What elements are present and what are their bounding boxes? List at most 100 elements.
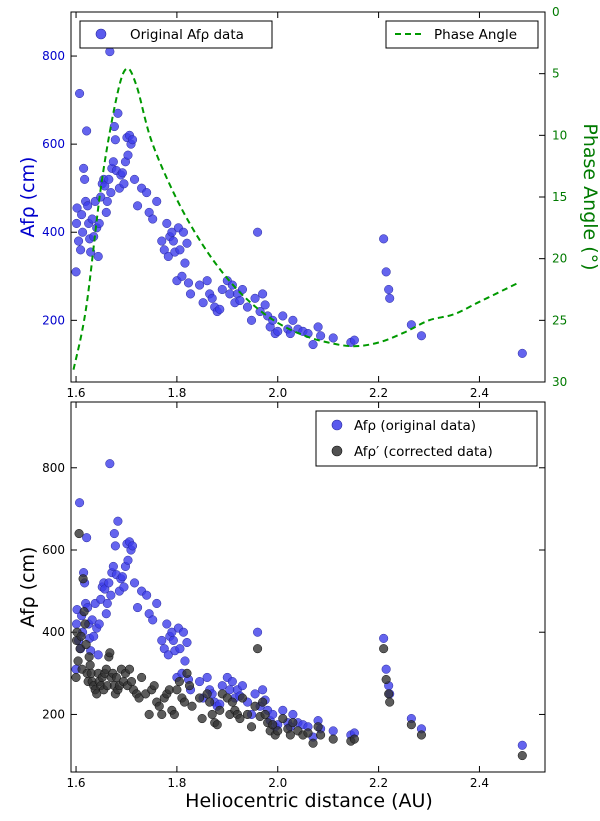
afrho-original-point [108,157,118,167]
afrho-corrected-point [207,709,217,719]
afrho-original-point [202,672,212,682]
afrho-corrected-point [384,689,394,699]
bottom-x-tick-label: 2.0 [268,776,287,790]
bottom-y-axis-label: Afρ (cm) [17,547,39,628]
afrho-original-point [123,150,133,160]
afrho-original-point [78,227,88,237]
afrho-corrected-point [78,574,88,584]
top-y-tick-label: 800 [42,49,65,63]
afrho-original-point [168,635,178,645]
afrho-corrected-point [406,720,416,730]
afrho-original-point [250,293,260,303]
afrho-original-point [82,126,92,136]
afrho-corrected-point [316,730,326,740]
afrho-original-point [381,267,391,277]
afrho-original-point [80,174,90,184]
afrho-corrected-point [149,681,159,691]
afrho-original-point [133,201,143,211]
afrho-original-point [75,88,85,99]
top-y2-ticks: 0 5 10 15 20 25 30 [539,5,567,389]
afrho-original-point [83,201,93,211]
afrho-original-point [71,267,81,277]
afrho-original-point [253,227,263,237]
bottom-y-ticks: 200 400 600 800 [42,461,545,721]
afrho-original-point [385,293,395,303]
afrho-original-point [258,289,268,299]
afrho-original-point [96,594,106,604]
top-x-tick-label: 2.2 [369,386,388,400]
afrho-original-point [109,121,119,132]
afrho-original-point [76,245,86,255]
afrho-corrected-point [105,648,115,658]
afrho-original-point [379,234,389,244]
bottom-x-tick-label: 2.4 [470,776,489,790]
afrho-original-point [215,304,225,314]
afrho-corrected-point [182,668,192,678]
top-x-tick-label: 1.6 [66,386,85,400]
afrho-original-point [127,541,138,551]
afrho-corrected-point [260,709,270,719]
afrho-corrected-point [285,730,295,740]
afrho-original-point [79,163,89,173]
legend-label-original: Original Afρ data [130,27,244,43]
top-y2-tick-label: 0 [552,5,560,19]
afrho-original-point [217,681,227,691]
afrho-original-point [113,108,123,118]
afrho-original-point [87,615,97,625]
top-y-ticks: 200 400 600 800 [42,49,77,327]
top-y2-tick-label: 10 [552,128,567,142]
top-left-legend: Original Afρ data [79,20,273,49]
afrho-original-point [74,236,84,246]
afrho-original-point [416,331,427,341]
bottom-scatter-points [71,459,527,761]
afrho-original-point [260,300,270,310]
top-left-legend-box [79,20,273,49]
afrho-original-point [119,582,129,592]
afrho-original-point [253,627,263,637]
afrho-original-point [288,315,298,325]
top-right-legend-box [385,20,539,49]
afrho-original-point [110,135,120,145]
afrho-corrected-point [184,681,195,691]
afrho-original-point [180,258,190,268]
afrho-corrected-point [71,672,81,682]
afrho-original-point [202,276,212,286]
afrho-corrected-point [237,693,247,703]
afrho-corrected-point [101,664,111,674]
afrho-original-point [178,627,188,637]
afrho-original-point [167,227,177,237]
afrho-original-point [313,322,323,332]
afrho-corrected-point [144,709,154,719]
afrho-original-point [250,689,260,699]
phase-angle-curve-layer [72,67,521,370]
top-y2-axis-label: Phase Angle (°) [579,123,600,270]
bottom-y-tick-label: 600 [42,543,65,557]
afrho-original-point [198,298,208,308]
top-y2-tick-label: 20 [552,252,567,266]
afrho-corrected-point [278,714,288,724]
top-panel: 1.6 1.8 2.0 2.2 2.4 200 400 600 800 0 5 10 15 20 25 3… [17,5,600,400]
afrho-original-point [105,47,115,57]
afrho-original-point [278,311,288,321]
afrho-original-point [207,293,217,303]
afrho-original-point [308,340,318,350]
afrho-original-point [159,245,169,255]
afrho-corrected-point [157,709,167,719]
top-plot-frame [70,11,546,383]
afrho-original-point [273,326,283,336]
afrho-original-point [105,459,115,469]
afrho-original-point [157,236,167,246]
bottom-x-tick-label: 2.2 [369,776,388,790]
afrho-original-point [71,619,82,629]
afrho-original-point [102,598,112,608]
afrho-corrected-point [242,709,253,719]
afrho-original-point [183,278,194,288]
afrho-original-point [94,619,104,629]
afrho-corrected-point [517,751,527,761]
afrho-original-point [349,335,359,345]
afrho-corrected-point [349,734,359,744]
afrho-corrected-point [124,664,135,674]
afrho-original-point [182,637,192,648]
bottom-y-tick-label: 400 [42,625,65,639]
